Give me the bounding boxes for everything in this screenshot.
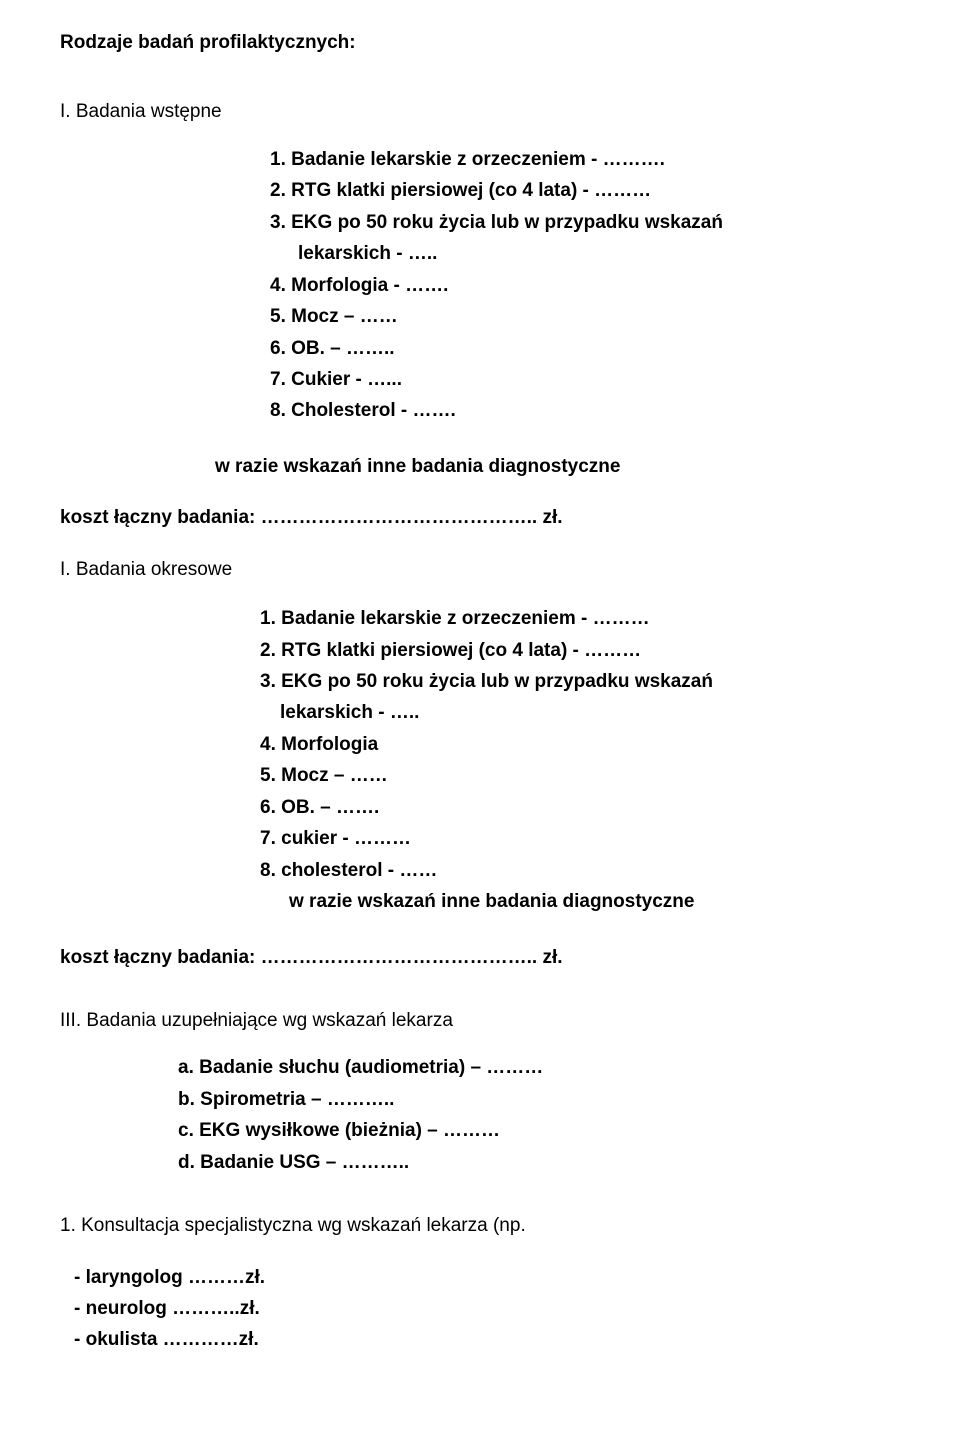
list-item: 1. Badanie lekarskie z orzeczeniem - ………… [270, 145, 900, 174]
list-item: 4. Morfologia [260, 730, 900, 759]
list-item: - laryngolog ………zł. [74, 1263, 900, 1292]
section-1-head: I. Badania wstępne [60, 97, 900, 126]
list-item: 3. EKG po 50 roku życia lub w przypadku … [260, 667, 900, 696]
list-item: 6. OB. – ……. [260, 793, 900, 822]
list-item: c. EKG wysiłkowe (bieżnia) – ……… [178, 1116, 900, 1145]
final-note: 1. Konsultacja specjalistyczna wg wskaza… [60, 1211, 900, 1240]
section-2-koszt: koszt łączny badania: …………………………………….. z… [60, 943, 900, 972]
doc-title: Rodzaje badań profilaktycznych: [60, 28, 900, 57]
section-1-diag: w razie wskazań inne badania diagnostycz… [60, 452, 900, 481]
list-item-sub: lekarskich - ….. [270, 239, 900, 268]
list-item: a. Badanie słuchu (audiometria) – ……… [178, 1053, 900, 1082]
list-item: - neurolog ………..zł. [74, 1294, 900, 1323]
list-item: - okulista …………zł. [74, 1325, 900, 1354]
list-item: 6. OB. – …….. [270, 334, 900, 363]
section-3-head: III. Badania uzupełniające wg wskazań le… [60, 1006, 900, 1035]
list-item: 3. EKG po 50 roku życia lub w przypadku … [270, 208, 900, 237]
final-list: - laryngolog ………zł. - neurolog ………..zł. … [60, 1263, 900, 1355]
section-2-diag: w razie wskazań inne badania diagnostycz… [260, 887, 900, 916]
list-item: b. Spirometria – ……….. [178, 1085, 900, 1114]
list-item: 2. RTG klatki piersiowej (co 4 lata) - …… [260, 636, 900, 665]
list-item-sub: lekarskich - ….. [260, 698, 900, 727]
list-item: 8. Cholesterol - ……. [270, 396, 900, 425]
list-item: 7. Cukier - …... [270, 365, 900, 394]
list-item: 5. Mocz – …… [270, 302, 900, 331]
section-3-list: a. Badanie słuchu (audiometria) – ……… b.… [60, 1053, 900, 1177]
list-item: 7. cukier - ……… [260, 824, 900, 853]
section-1-koszt: koszt łączny badania: …………………………………….. z… [60, 503, 900, 532]
section-2-head: I. Badania okresowe [60, 555, 900, 584]
list-item: 1. Badanie lekarskie z orzeczeniem - ……… [260, 604, 900, 633]
section-1-list: 1. Badanie lekarskie z orzeczeniem - ………… [60, 145, 900, 426]
list-item: 4. Morfologia - ……. [270, 271, 900, 300]
section-2-list: 1. Badanie lekarskie z orzeczeniem - ………… [60, 604, 900, 916]
list-item: 5. Mocz – …… [260, 761, 900, 790]
list-item: 2. RTG klatki piersiowej (co 4 lata) - …… [270, 176, 900, 205]
list-item: d. Badanie USG – ……….. [178, 1148, 900, 1177]
list-item: 8. cholesterol - …… [260, 856, 900, 885]
